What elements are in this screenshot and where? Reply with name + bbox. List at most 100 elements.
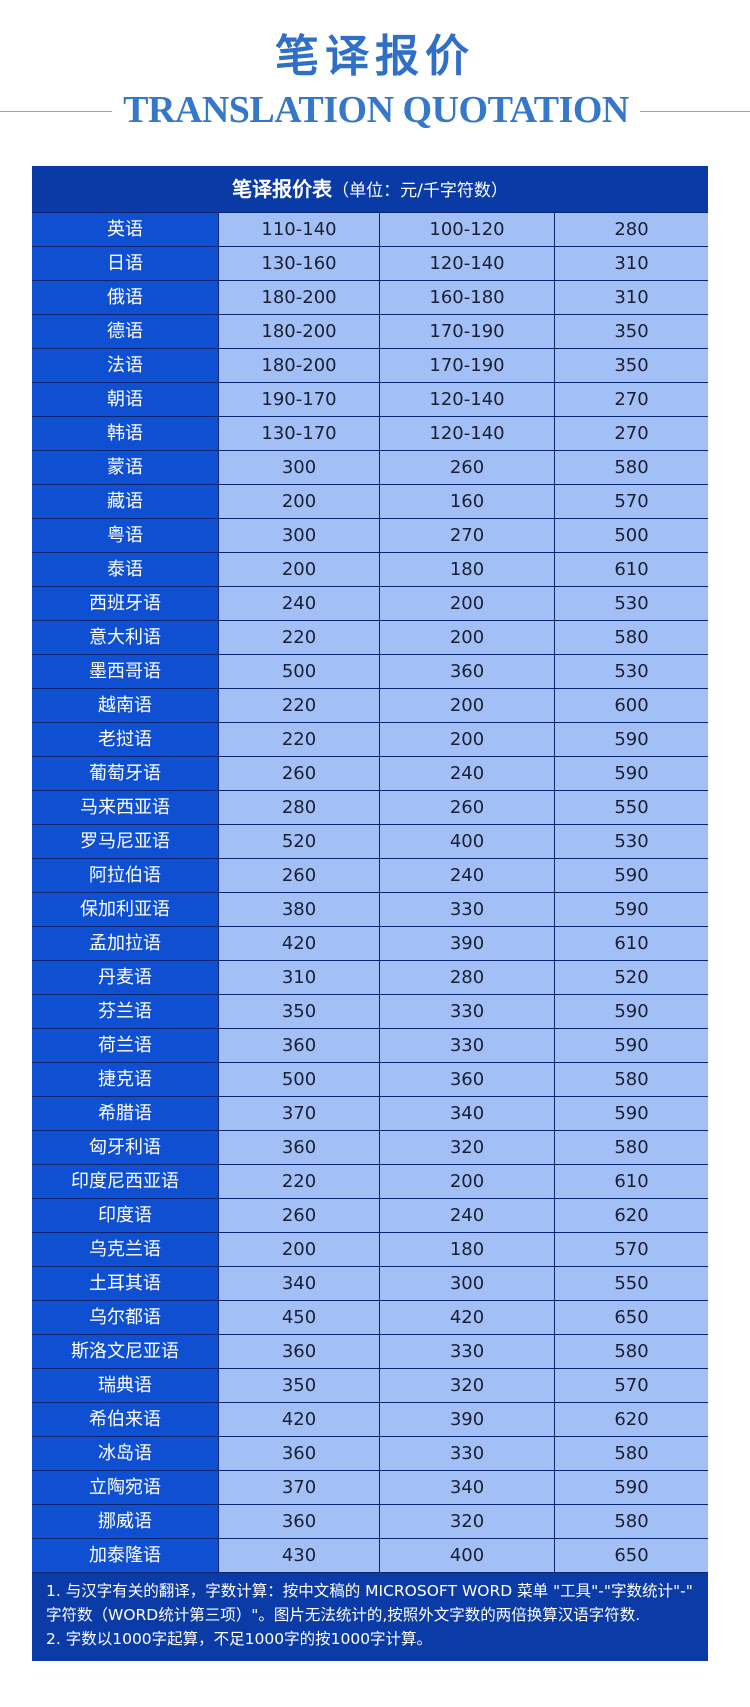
language-cell: 英语 [32,213,218,246]
subtitle-banner: TRANSLATION QUOTATION [0,88,750,136]
price-cell: 330 [379,1029,554,1062]
table-row: 老挝语 220 200 590 [32,722,708,756]
price-cell: 310 [218,961,379,994]
language-cell: 韩语 [32,417,218,450]
price-cell: 130-170 [218,417,379,450]
price-cell: 610 [554,1165,708,1198]
price-cell: 180 [379,1233,554,1266]
language-cell: 阿拉伯语 [32,859,218,892]
language-cell: 挪威语 [32,1505,218,1538]
price-cell: 580 [554,1437,708,1470]
page-subtitle: TRANSLATION QUOTATION [123,89,629,131]
price-cell: 330 [379,995,554,1028]
price-cell: 580 [554,1131,708,1164]
language-cell: 冰岛语 [32,1437,218,1470]
table-row: 捷克语 500 360 580 [32,1062,708,1096]
language-cell: 朝语 [32,383,218,416]
language-cell: 希腊语 [32,1097,218,1130]
table-row: 乌克兰语 200 180 570 [32,1232,708,1266]
table-row: 意大利语 220 200 580 [32,620,708,654]
language-cell: 蒙语 [32,451,218,484]
price-cell: 120-140 [379,247,554,280]
price-cell: 220 [218,1165,379,1198]
table-row: 冰岛语 360 330 580 [32,1436,708,1470]
table-row: 英语 110-140 100-120 280 [32,212,708,246]
language-cell: 马来西亚语 [32,791,218,824]
table-row: 孟加拉语 420 390 610 [32,926,708,960]
price-cell: 360 [218,1131,379,1164]
table-row: 瑞典语 350 320 570 [32,1368,708,1402]
price-cell: 590 [554,1029,708,1062]
price-cell: 580 [554,1505,708,1538]
language-cell: 土耳其语 [32,1267,218,1300]
language-cell: 日语 [32,247,218,280]
price-cell: 590 [554,893,708,926]
price-cell: 180-200 [218,281,379,314]
table-row: 印度语 260 240 620 [32,1198,708,1232]
language-cell: 斯洛文尼亚语 [32,1335,218,1368]
table-row: 挪威语 360 320 580 [32,1504,708,1538]
price-cell: 260 [218,859,379,892]
language-cell: 丹麦语 [32,961,218,994]
price-cell: 520 [218,825,379,858]
price-cell: 430 [218,1539,379,1572]
language-cell: 越南语 [32,689,218,722]
price-cell: 650 [554,1301,708,1334]
language-cell: 粤语 [32,519,218,552]
language-cell: 印度尼西亚语 [32,1165,218,1198]
price-cell: 520 [554,961,708,994]
language-cell: 葡萄牙语 [32,757,218,790]
price-cell: 590 [554,723,708,756]
language-cell: 保加利亚语 [32,893,218,926]
price-cell: 100-120 [379,213,554,246]
price-cell: 200 [218,1233,379,1266]
table-row: 西班牙语 240 200 530 [32,586,708,620]
language-cell: 西班牙语 [32,587,218,620]
price-cell: 200 [379,587,554,620]
price-cell: 620 [554,1403,708,1436]
price-cell: 420 [218,927,379,960]
price-cell: 330 [379,1335,554,1368]
table-row: 丹麦语 310 280 520 [32,960,708,994]
price-cell: 200 [379,689,554,722]
price-cell: 360 [218,1505,379,1538]
price-table: 笔译报价表（单位：元/千字符数） 英语 110-140 100-120 280 日语 13… [32,166,708,1661]
price-cell: 120-140 [379,417,554,450]
price-cell: 340 [379,1471,554,1504]
price-cell: 260 [218,757,379,790]
table-row: 希伯来语 420 390 620 [32,1402,708,1436]
price-cell: 200 [379,1165,554,1198]
table-row: 印度尼西亚语 220 200 610 [32,1164,708,1198]
price-cell: 400 [379,825,554,858]
table-row: 匈牙利语 360 320 580 [32,1130,708,1164]
price-cell: 550 [554,1267,708,1300]
price-cell: 270 [554,383,708,416]
table-row: 荷兰语 360 330 590 [32,1028,708,1062]
price-cell: 240 [379,757,554,790]
table-row: 越南语 220 200 600 [32,688,708,722]
price-cell: 200 [218,553,379,586]
price-cell: 530 [554,587,708,620]
price-cell: 330 [379,893,554,926]
price-cell: 130-160 [218,247,379,280]
price-cell: 220 [218,621,379,654]
price-cell: 190-170 [218,383,379,416]
price-cell: 350 [554,349,708,382]
price-cell: 360 [218,1335,379,1368]
price-cell: 320 [379,1505,554,1538]
language-cell: 瑞典语 [32,1369,218,1402]
language-cell: 乌尔都语 [32,1301,218,1334]
divider-left [0,111,112,112]
price-cell: 590 [554,1471,708,1504]
price-cell: 610 [554,927,708,960]
language-cell: 老挝语 [32,723,218,756]
price-cell: 300 [379,1267,554,1300]
price-cell: 280 [554,213,708,246]
table-row: 土耳其语 340 300 550 [32,1266,708,1300]
language-cell: 泰语 [32,553,218,586]
table-row: 芬兰语 350 330 590 [32,994,708,1028]
language-cell: 意大利语 [32,621,218,654]
table-row: 乌尔都语 450 420 650 [32,1300,708,1334]
language-cell: 俄语 [32,281,218,314]
price-cell: 120-140 [379,383,554,416]
